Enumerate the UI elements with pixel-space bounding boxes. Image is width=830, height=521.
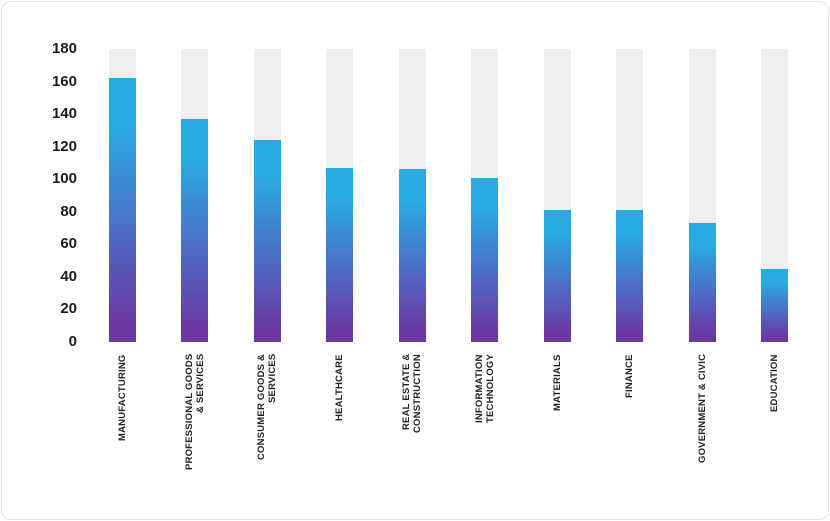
bar [108,78,136,342]
y-tick-label: 0 [68,333,77,350]
bar-track [326,49,354,342]
x-axis-label: GOVERNMENT & CIVIC [696,354,708,464]
bar [253,140,281,342]
x-axis-label: INFORMATION TECHNOLOGY [473,354,496,424]
x-axis-label: MATERIALS [551,354,563,411]
bar [761,268,789,342]
x-axis-label: HEALTHCARE [334,354,346,421]
bar-track [253,49,281,342]
x-axis-label: MANUFACTURING [116,354,128,441]
bar-track [543,49,571,342]
y-tick-label: 40 [60,267,77,285]
bar-column: INFORMATION TECHNOLOGY [449,49,522,484]
x-axis-label: FINANCE [624,354,636,398]
bar-track [398,49,426,342]
bar-track [761,49,789,342]
bar-column: MANUFACTURING [86,49,159,484]
bar-track [688,49,716,342]
y-tick-label: 60 [60,235,77,253]
x-axis-label: CONSUMER GOODS & SERVICES [256,354,279,461]
bar [543,210,571,342]
bar [688,223,716,342]
bar-chart: 0 20 40 60 80 100 120 140 160 180 MANUFACTURING PR… [2,40,828,489]
bar-column: GOVERNMENT & CIVIC [666,49,739,484]
bar-track [108,49,136,342]
y-tick-label: 80 [60,202,77,220]
bar-column: HEALTHCARE [304,49,377,484]
y-tick-label: 100 [51,170,77,188]
x-axis-label: EDUCATION [769,354,781,412]
y-tick-label: 180 [51,40,77,57]
y-tick-label: 160 [51,72,77,90]
bar-column: PROFESSIONAL GOODS & SERVICES [159,49,232,484]
bar-column: FINANCE [594,49,667,484]
bar-column: REAL ESTATE & CONSTRUCTION [376,49,449,484]
x-axis-label: REAL ESTATE & CONSTRUCTION [401,354,424,433]
bar-track [616,49,644,342]
bar [398,169,426,342]
bar-column: EDUCATION [739,49,812,484]
y-tick-label: 120 [51,137,77,155]
bar-column: CONSUMER GOODS & SERVICES [231,49,304,484]
x-axis-label: PROFESSIONAL GOODS & SERVICES [183,354,206,471]
bar [326,167,354,342]
y-tick-label: 20 [60,300,77,318]
plot-area: MANUFACTURING PROFESSIONAL GOODS & SERVIC… [86,49,811,484]
bar [181,119,209,342]
y-axis: 0 20 40 60 80 100 120 140 160 180 [2,40,86,350]
bar [471,177,499,342]
bar-track [181,49,209,342]
bar [616,210,644,342]
y-tick-label: 140 [51,105,77,123]
bar-track [471,49,499,342]
bar-column: MATERIALS [521,49,594,484]
